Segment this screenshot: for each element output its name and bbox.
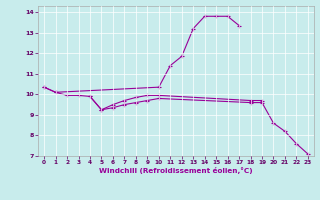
- X-axis label: Windchill (Refroidissement éolien,°C): Windchill (Refroidissement éolien,°C): [99, 167, 253, 174]
